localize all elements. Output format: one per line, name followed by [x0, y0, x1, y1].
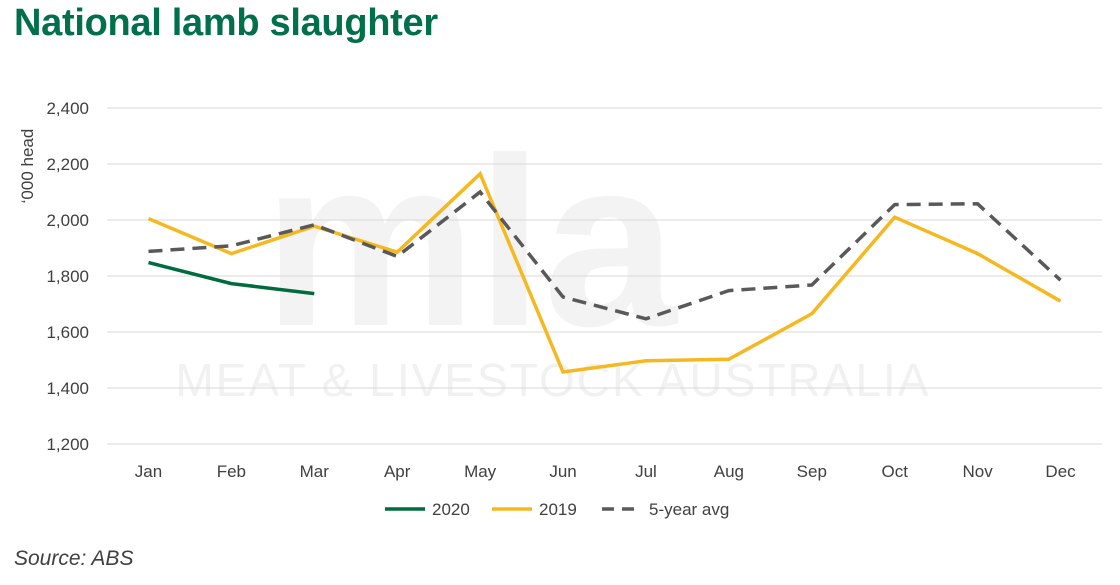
gridlines: [107, 107, 1102, 445]
series-line-2020: [148, 260, 315, 296]
x-tick-label: Aug: [714, 462, 744, 481]
y-tick-label: 1,400: [46, 379, 89, 398]
series-lines: [147, 170, 1062, 374]
watermark: mla MEAT & LIVESTOCK AUSTRALIA: [175, 108, 930, 406]
watermark-logo: mla: [263, 108, 678, 376]
y-tick-label: 2,400: [46, 99, 89, 118]
y-tick-label: 1,800: [46, 267, 89, 286]
watermark-text: MEAT & LIVESTOCK AUSTRALIA: [175, 354, 930, 406]
y-tick-label: 1,600: [46, 323, 89, 342]
y-axis-title: ‘000 head: [18, 129, 37, 204]
y-tick-label: 2,000: [46, 211, 89, 230]
x-tick-label: Mar: [300, 462, 330, 481]
source-note: Source: ABS: [14, 547, 134, 570]
x-tick-label: Jun: [549, 462, 576, 481]
x-tick-label: Feb: [217, 462, 246, 481]
chart-title: National lamb slaughter: [14, 2, 438, 44]
series-line-5-year-avg: [148, 189, 1062, 321]
legend-label: 2019: [539, 500, 577, 519]
x-tick-label: Nov: [963, 462, 994, 481]
series-line-2019: [147, 170, 1062, 374]
legend-label: 2020: [432, 500, 470, 519]
y-tick-label: 2,200: [46, 155, 89, 174]
y-axis-ticks: 1,200 1,400 1,600 1,800 2,000 2,200 2,400: [46, 99, 89, 454]
legend: 2020 2019 5-year avg: [385, 500, 729, 519]
x-tick-label: Jul: [635, 462, 657, 481]
x-tick-label: Apr: [384, 462, 411, 481]
x-tick-label: May: [464, 462, 497, 481]
y-tick-label: 1,200: [46, 435, 89, 454]
x-tick-label: Sep: [797, 462, 827, 481]
x-tick-label: Dec: [1045, 462, 1076, 481]
x-axis-ticks: Jan Feb Mar Apr May Jun Jul Aug Sep Oct Nov Dec: [135, 462, 1076, 481]
x-tick-label: Oct: [881, 462, 908, 481]
x-tick-label: Jan: [135, 462, 162, 481]
legend-label: 5-year avg: [649, 500, 729, 519]
